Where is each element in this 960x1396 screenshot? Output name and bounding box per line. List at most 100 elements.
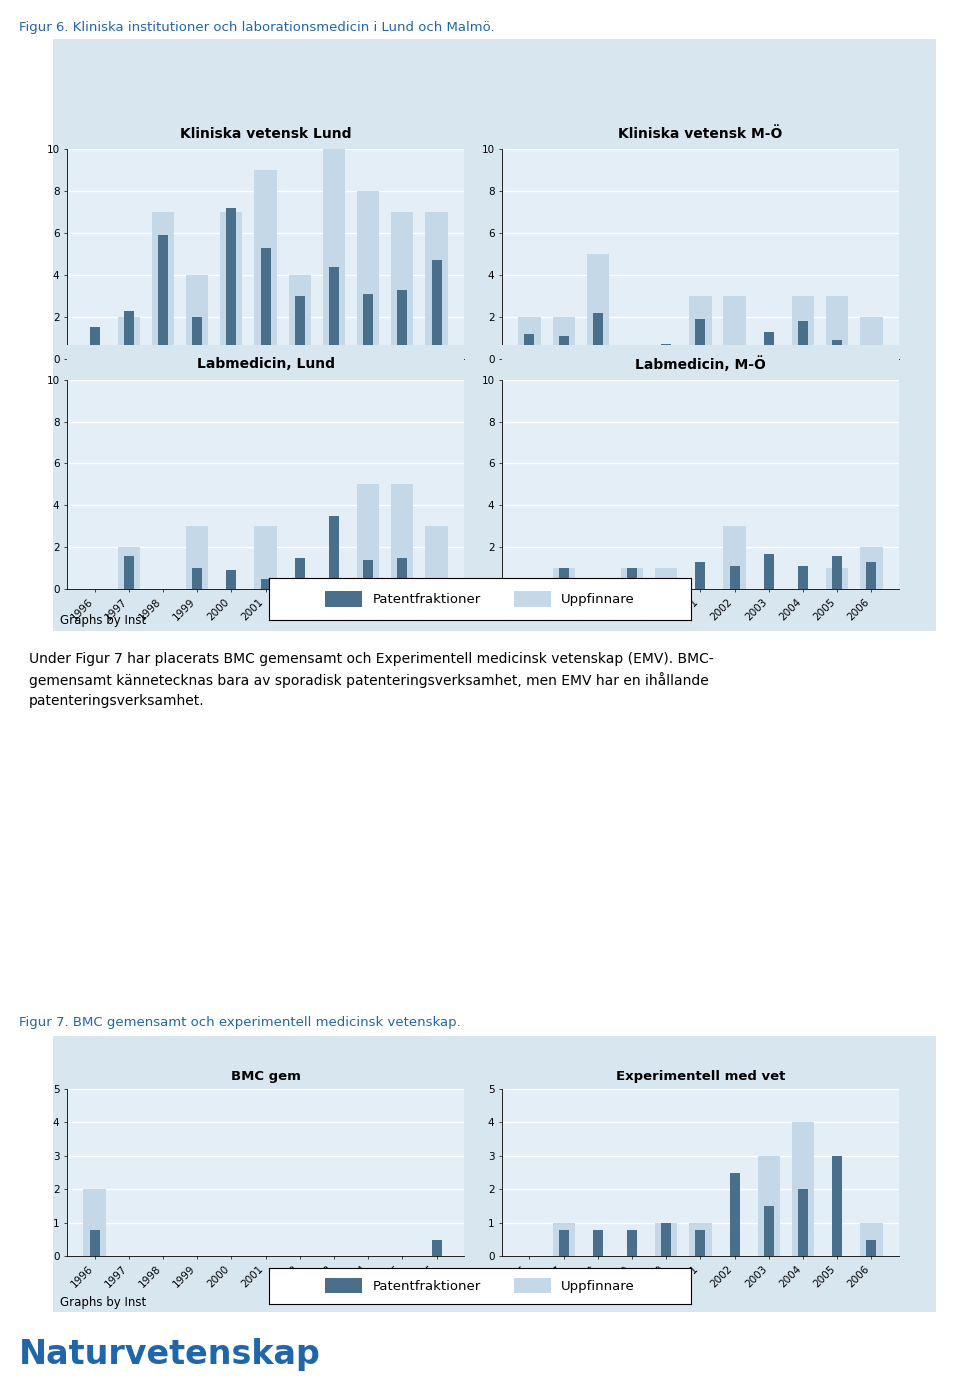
Bar	[431, 260, 442, 359]
Bar	[724, 296, 746, 359]
Bar	[431, 1240, 442, 1256]
Bar	[118, 317, 140, 359]
Bar	[392, 484, 414, 589]
Bar	[627, 568, 637, 589]
Bar	[220, 212, 243, 359]
Bar	[757, 1156, 780, 1256]
Bar	[553, 1223, 575, 1256]
Text: Labmedicin, M-Ö: Labmedicin, M-Ö	[635, 356, 766, 371]
Bar	[260, 248, 271, 359]
Bar	[593, 1230, 603, 1256]
Bar	[764, 332, 774, 359]
Bar	[827, 568, 849, 589]
Bar	[627, 1230, 637, 1256]
Bar	[397, 289, 407, 359]
Bar	[695, 561, 706, 589]
Text: Graphs by Inst: Graphs by Inst	[60, 1297, 147, 1309]
Bar	[587, 254, 609, 359]
Legend: Patentfraktioner, Uppfinnare: Patentfraktioner, Uppfinnare	[320, 1273, 640, 1298]
Bar	[695, 1230, 706, 1256]
Bar	[559, 1230, 568, 1256]
Bar	[84, 1189, 106, 1256]
Bar	[621, 568, 643, 589]
Bar	[260, 578, 271, 589]
Legend: Patentfraktioner, Uppfinnare: Patentfraktioner, Uppfinnare	[320, 586, 640, 611]
Bar	[655, 568, 678, 589]
Text: Figur 6. Kliniska institutioner och laborationsmedicin i Lund och Malmö.: Figur 6. Kliniska institutioner och labo…	[19, 21, 494, 34]
Bar	[524, 578, 535, 589]
Bar	[227, 570, 236, 589]
Text: Under Figur 7 har placerats BMC gemensamt och Experimentell medicinsk vetenskap : Under Figur 7 har placerats BMC gemensam…	[29, 652, 713, 708]
Bar	[124, 556, 133, 589]
Bar	[689, 1223, 711, 1256]
Bar	[860, 1223, 882, 1256]
Bar	[289, 275, 311, 359]
Bar	[295, 296, 304, 359]
Bar	[655, 1223, 678, 1256]
Bar	[661, 345, 671, 359]
Bar	[254, 170, 276, 359]
Bar	[553, 568, 575, 589]
Bar	[798, 567, 808, 589]
Bar	[827, 296, 849, 359]
Bar	[860, 547, 882, 589]
Bar	[860, 317, 882, 359]
Bar	[363, 295, 373, 359]
Bar	[186, 275, 208, 359]
Text: Kliniska vetensk M-Ö: Kliniska vetensk M-Ö	[618, 127, 782, 141]
Bar	[593, 313, 603, 359]
Bar	[329, 267, 339, 359]
Bar	[227, 208, 236, 359]
Bar	[295, 557, 304, 589]
Bar	[89, 327, 100, 359]
Text: Graphs by Inst: Graphs by Inst	[60, 614, 147, 627]
Bar	[152, 212, 174, 359]
Bar	[689, 296, 711, 359]
Bar	[798, 321, 808, 359]
Bar	[866, 561, 876, 589]
Text: Experimentell med vet: Experimentell med vet	[615, 1069, 785, 1083]
Bar	[124, 310, 133, 359]
Bar	[118, 547, 140, 589]
Text: BMC gem: BMC gem	[230, 1069, 300, 1083]
Bar	[730, 1173, 739, 1256]
Text: Figur 7. BMC gemensamt och experimentell medicinsk vetenskap.: Figur 7. BMC gemensamt och experimentell…	[19, 1016, 461, 1029]
Bar	[832, 1156, 842, 1256]
Bar	[792, 296, 814, 359]
Bar	[329, 515, 339, 589]
Bar	[730, 350, 739, 359]
Bar	[186, 526, 208, 589]
Bar	[661, 1223, 671, 1256]
Bar	[695, 318, 706, 359]
Text: Naturvetenskap: Naturvetenskap	[19, 1337, 321, 1371]
Bar	[832, 339, 842, 359]
Bar	[559, 335, 568, 359]
Bar	[89, 1230, 100, 1256]
Bar	[323, 149, 345, 359]
Bar	[518, 317, 540, 359]
Bar	[724, 526, 746, 589]
Bar	[832, 556, 842, 589]
Bar	[392, 212, 414, 359]
Bar	[764, 1206, 774, 1256]
Bar	[363, 560, 373, 589]
Bar	[764, 553, 774, 589]
Bar	[559, 568, 568, 589]
Bar	[192, 317, 203, 359]
Bar	[730, 567, 739, 589]
Bar	[158, 235, 168, 359]
Bar	[792, 1122, 814, 1256]
Bar	[866, 1240, 876, 1256]
Bar	[798, 1189, 808, 1256]
Text: Labmedicin, Lund: Labmedicin, Lund	[197, 357, 334, 371]
Bar	[524, 334, 535, 359]
Bar	[357, 191, 379, 359]
Text: Kliniska vetensk Lund: Kliniska vetensk Lund	[180, 127, 351, 141]
Bar	[254, 526, 276, 589]
Bar	[192, 568, 203, 589]
Bar	[425, 212, 447, 359]
Bar	[425, 526, 447, 589]
Bar	[553, 317, 575, 359]
Bar	[397, 557, 407, 589]
Bar	[357, 484, 379, 589]
